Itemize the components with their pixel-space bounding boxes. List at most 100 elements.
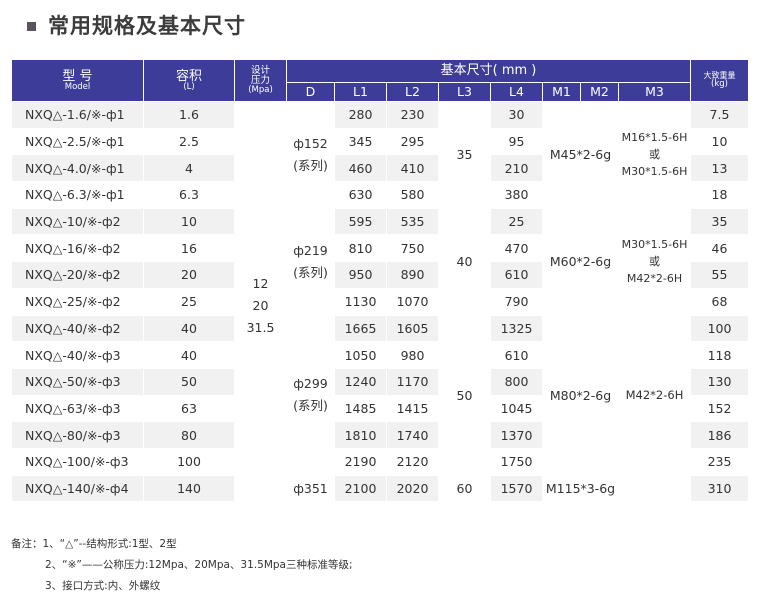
cell-model: NXQ△-2.5/※-ф1 — [11, 127, 144, 156]
cell-d-152: ф152 (系列) — [286, 101, 335, 209]
cell-l1: 1810 — [334, 421, 387, 449]
table-row: NXQ△-20/※-ф2 20 950 890 610 55 — [11, 261, 749, 289]
pressure-31-5: 31.5 — [246, 319, 275, 335]
header-col-l2: L2 — [386, 82, 439, 102]
header-col-d: D — [286, 82, 335, 102]
header-weight: 大致重量 (kg) — [690, 59, 749, 102]
cell-weight: 7.5 — [690, 101, 749, 129]
table-row: NXQ△-40/※-ф3 40 1050 980 610 118 — [11, 341, 749, 369]
table-row: NXQ△-4.0/※-ф1 4 460 410 210 13 — [11, 154, 749, 183]
cell-l1: 630 — [334, 181, 387, 209]
cell-l4: 95 — [490, 127, 543, 156]
cell-l4: 800 — [490, 367, 543, 396]
cell-d-219: ф219 (系列) — [286, 207, 335, 316]
cell-volume: 6.3 — [143, 181, 235, 209]
cell-l1: 2190 — [334, 447, 387, 476]
cell-volume: 16 — [143, 234, 235, 263]
cell-m3-empty — [618, 474, 691, 503]
m3-or-2: 或 — [649, 255, 660, 269]
note-2: 2、“※”——公称压力:12Mpa、20Mpa、31.5Mpa三种标准等级; — [45, 559, 353, 571]
cell-model: NXQ△-63/※-ф3 — [11, 394, 144, 423]
pressure-20: 20 — [252, 297, 269, 313]
cell-weight: 310 — [690, 474, 749, 503]
cell-l4: 1570 — [490, 474, 543, 503]
cell-l3-40: 40 — [438, 207, 491, 316]
cell-l1: 345 — [334, 127, 387, 156]
cell-l4: 610 — [490, 341, 543, 369]
header-pressure: 设计压力 (Mpa) — [234, 59, 287, 102]
cell-l4: 1325 — [490, 314, 543, 343]
cell-l4: 210 — [490, 154, 543, 183]
cell-l2: 295 — [386, 127, 439, 156]
cell-l2: 410 — [386, 154, 439, 183]
table-row: NXQ△-40/※-ф2 40 ф299 (系列) 1665 1605 50 1… — [11, 314, 749, 476]
cell-m3-m42: M42*2-6H — [618, 314, 691, 476]
cell-l1: 810 — [334, 234, 387, 263]
cell-volume: 140 — [143, 474, 235, 503]
cell-weight: 152 — [690, 394, 749, 423]
cell-l2: 1605 — [386, 314, 439, 343]
cell-l2: 750 — [386, 234, 439, 263]
d-219-value: ф219 — [293, 242, 328, 258]
table-row: NXQ△-1.6/※-ф1 1.6 12 20 31.5 ф152 (系列) 2… — [11, 100, 749, 503]
cell-l2: 1170 — [386, 367, 439, 396]
cell-l3-50: 50 — [438, 314, 491, 476]
cell-l1: 950 — [334, 261, 387, 289]
cell-volume: 80 — [143, 421, 235, 449]
cell-l1: 1485 — [334, 394, 387, 423]
cell-l4: 25 — [490, 207, 543, 236]
cell-l4: 790 — [490, 287, 543, 316]
table-row: NXQ△-10/※-ф2 10 ф219 (系列) 595 535 40 25 … — [11, 207, 749, 316]
cell-model: NXQ△-25/※-ф2 — [11, 287, 144, 316]
header-model: 型 号 Model — [11, 59, 144, 102]
cell-l2: 2120 — [386, 447, 439, 476]
cell-volume: 40 — [143, 341, 235, 369]
m3-m42: M42*2-6H — [626, 272, 683, 286]
cell-volume: 10 — [143, 207, 235, 236]
d-219-series: (系列) — [293, 264, 328, 280]
cell-volume: 1.6 — [143, 101, 235, 129]
table-row: NXQ△-50/※-ф3 50 1240 1170 800 130 — [11, 367, 749, 396]
m3-or-1: 或 — [649, 148, 660, 162]
cell-l1: 1130 — [334, 287, 387, 316]
cell-weight: 55 — [690, 261, 749, 289]
cell-l1: 1050 — [334, 341, 387, 369]
header-col-l1: L1 — [334, 82, 387, 102]
cell-l1: 595 — [334, 207, 387, 236]
cell-pressure: 12 20 31.5 — [234, 100, 287, 503]
cell-weight: 35 — [690, 207, 749, 236]
cell-l2: 1415 — [386, 394, 439, 423]
cell-volume: 50 — [143, 367, 235, 396]
cell-weight: 68 — [690, 287, 749, 316]
cell-model: NXQ△-16/※-ф2 — [11, 234, 144, 263]
footnotes: 备注：1、“△”--结构形式:1型、2型 2、“※”——公称压力:12Mpa、2… — [11, 534, 353, 597]
note-3: 3、接口方式:内、外螺纹 — [45, 580, 161, 592]
m3-m16: M16*1.5-6H — [621, 131, 688, 145]
header-model-sub: Model — [64, 82, 91, 93]
cell-volume: 20 — [143, 261, 235, 289]
header-col-m3: M3 — [618, 82, 691, 102]
cell-l1: 1665 — [334, 314, 387, 343]
cell-l3-60: 60 — [438, 474, 491, 503]
cell-l4: 1750 — [490, 447, 543, 476]
table-row: NXQ△-25/※-ф2 25 1130 1070 790 68 — [11, 287, 749, 316]
cell-model: NXQ△-20/※-ф2 — [11, 261, 144, 289]
cell-l4: 1045 — [490, 394, 543, 423]
cell-l1: 280 — [334, 101, 387, 129]
header-col-m2: M2 — [580, 82, 619, 102]
cell-m12-m115: M115*3-6g — [542, 474, 619, 503]
cell-l2: 580 — [386, 181, 439, 209]
cell-l4: 470 — [490, 234, 543, 263]
title-square-icon — [27, 21, 36, 31]
cell-volume: 25 — [143, 287, 235, 316]
cell-model: NXQ△-10/※-ф2 — [11, 207, 144, 236]
cell-l2: 1740 — [386, 421, 439, 449]
cell-l4: 610 — [490, 261, 543, 289]
cell-m3-m16: M16*1.5-6H 或 M30*1.5-6H — [618, 101, 691, 209]
cell-weight: 130 — [690, 367, 749, 396]
d-299-series: (系列) — [293, 398, 328, 414]
note-1: 备注：1、“△”--结构形式:1型、2型 — [11, 538, 177, 550]
cell-l1: 2100 — [334, 474, 387, 503]
d-299-value: ф299 — [293, 376, 328, 392]
header-weight-label: 大致重量 — [703, 70, 736, 80]
